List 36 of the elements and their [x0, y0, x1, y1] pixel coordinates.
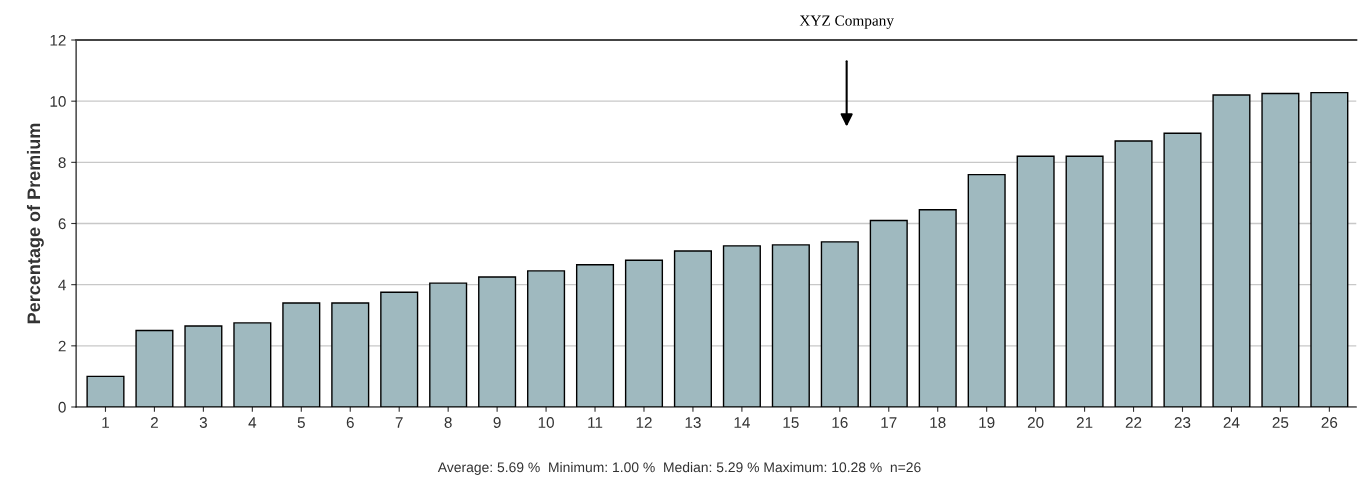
x-tick-label: 17: [881, 417, 897, 428]
x-tick-label: 12: [636, 417, 652, 428]
text: Average: 5.69 % Minimum: 1.00 % Median: 5.29 % Maximum: 10.28 % n=26: [437, 462, 921, 475]
y-axis-title: Percentage of Premium: [26, 123, 44, 324]
x-tick-label: 16: [832, 417, 848, 428]
x-tick-label: 5: [297, 417, 305, 428]
y-tick-label: 10: [50, 96, 66, 107]
x-tick-label: 24: [1223, 417, 1240, 428]
x-tick-label: 13: [685, 417, 701, 428]
x-tick-label: 23: [1174, 417, 1191, 428]
x-tick-label: 21: [1076, 417, 1093, 428]
x-tick-label: 14: [734, 417, 750, 428]
x-tick-label: 26: [1321, 417, 1338, 428]
x-tick-label: 25: [1272, 417, 1289, 428]
x-tick-label: 11: [588, 417, 603, 428]
x-tick-label: 9: [493, 417, 501, 428]
x-tick-label: 6: [346, 417, 354, 428]
x-tick-label: 18: [930, 417, 946, 428]
x-tick-label: 8: [444, 417, 452, 428]
x-tick-label: 20: [1027, 417, 1044, 428]
x-tick-label: 2: [150, 417, 158, 428]
y-tick-label: 12: [50, 34, 66, 46]
y-tick-label: 0: [58, 401, 66, 413]
y-tick-label: 4: [58, 279, 66, 291]
y-tick-label: 8: [58, 157, 66, 169]
x-tick-label: 7: [395, 417, 403, 428]
y-tick-label: 6: [58, 218, 66, 230]
text: XYZ Company: [799, 15, 894, 29]
y-tick-label: 2: [58, 340, 66, 352]
x-tick-label: 10: [538, 417, 554, 428]
x-tick-label: 15: [783, 417, 799, 428]
x-tick-label: 3: [199, 417, 207, 428]
x-tick-label: 1: [102, 417, 109, 428]
x-tick-label: 4: [248, 417, 257, 428]
x-tick-label: 22: [1125, 417, 1142, 428]
x-tick-label: 19: [979, 417, 995, 428]
